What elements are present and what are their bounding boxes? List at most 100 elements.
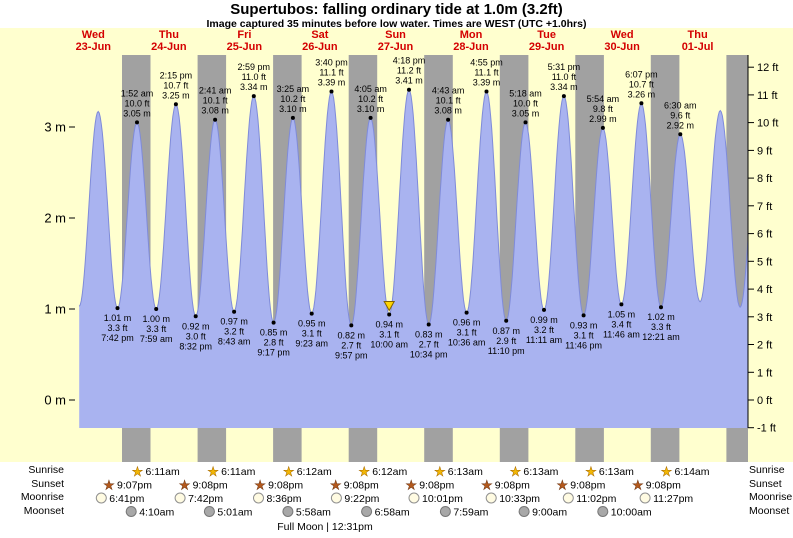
y-axis-label-ft: 5 ft [757,256,772,268]
low-tide-label: 3.4 ft [611,319,632,329]
low-tide-label: 3.2 ft [534,325,555,335]
moonrise-moon-icon [562,492,574,504]
chart-title: Supertubos: falling ordinary tide at 1.0… [230,1,563,18]
high-tide-label: 3.34 m [550,82,578,92]
sunset-time: 9:08pm [193,480,228,492]
y-axis-label-ft: 1 ft [757,367,772,379]
tide-point [523,120,528,125]
day-label-date: 24-Jun [151,41,187,53]
day-label-date: 23-Jun [76,41,112,53]
sunrise-row-label-left: Sunrise [28,464,64,476]
sunrise-time: 6:12am [372,466,407,478]
tide-point [115,306,120,311]
low-tide-label: 0.94 m [375,320,403,330]
moonset-row-label-left: Moonset [23,504,64,517]
low-tide-label: 1.00 m [142,314,170,324]
tide-point [135,120,139,125]
moonset-time: 4:10am [139,507,174,519]
low-tide-label: 11:46 am [603,329,640,339]
moonrise-time: 8:36pm [267,493,302,505]
low-tide-label: 3.2 ft [224,327,245,337]
tide-point [193,314,198,319]
tide-point [464,310,469,315]
tide-point [213,117,218,122]
day-label-name: Tue [537,29,556,41]
sunset-star-icon: ★ [103,478,115,493]
y-axis-label-ft: 9 ft [757,145,772,157]
low-tide-label: 3.1 ft [302,329,323,339]
moonset-row-label-right: Moonset [749,504,790,517]
low-tide-label: 3.3 ft [651,322,672,332]
day-label-date: 01-Jul [682,41,714,53]
current-tide-marker [383,301,396,312]
high-tide-label: 3.08 m [201,106,229,116]
high-tide-label: 3.08 m [434,106,462,116]
high-tide-label: 11.1 ft [319,68,344,78]
moonset-moon-icon [361,506,373,517]
high-tide-label: 3.41 m [395,76,423,86]
sunset-star-icon: ★ [405,478,417,493]
moonset-moon-icon [597,506,609,517]
low-tide-label: 0.97 m [220,317,248,327]
moonset-time: 6:58am [375,507,410,519]
moonrise-moon-icon [485,492,497,504]
low-tide-label: 11:10 pm [488,346,525,356]
high-tide-label: 2:59 pm [238,62,271,72]
high-tide-label: 6:30 am [664,100,697,110]
tide-point [542,307,546,312]
tide-point [446,117,451,122]
low-tide-label: 10:36 am [448,338,486,348]
day-label-date: 25-Jun [227,41,263,53]
high-tide-label: 3.34 m [240,82,268,92]
high-tide-label: 5:31 pm [548,62,581,72]
tide-point [678,132,683,137]
sunset-star-icon: ★ [556,478,568,493]
sunrise-time: 6:14am [675,466,710,478]
low-tide-label: 0.95 m [298,319,326,329]
y-axis-label-ft: -1 ft [757,423,776,435]
moonset-moon-icon [439,506,451,517]
sunset-row-label-left: Sunset [31,477,64,490]
high-tide-label: 11.0 ft [552,72,577,82]
tide-point [581,313,586,318]
y-axis-label-ft: 11 ft [757,90,778,102]
sunset-time: 9:08pm [344,480,379,492]
moonrise-moon-icon [408,492,420,504]
high-tide-label: 11.0 ft [242,72,267,82]
moonset-time: 9:00am [532,507,567,519]
high-tide-label: 4:05 am [354,84,387,94]
day-label-date: 29-Jun [529,41,565,53]
sunset-time: 9:08pm [268,480,303,492]
tide-point [387,312,392,317]
moonrise-time: 11:02pm [576,493,616,505]
high-tide-label: 3.10 m [279,104,307,114]
high-tide-label: 4:55 pm [470,58,503,68]
sunset-star-icon: ★ [254,478,266,493]
high-tide-label: 10.0 ft [513,98,539,108]
moonrise-moon-icon [639,492,651,504]
high-tide-label: 10.7 ft [629,79,655,89]
y-axis-label-ft: 8 ft [757,173,772,185]
y-axis-label-m: 3 m [44,120,66,135]
y-axis-label-m: 2 m [44,211,66,226]
tide-point [349,323,354,328]
high-tide-label: 3.26 m [628,89,656,99]
high-tide-label: 5:18 am [509,88,542,98]
moonrise-moon-icon [174,492,186,504]
y-axis-label-ft: 7 ft [757,201,772,213]
low-tide-label: 3.1 ft [457,328,478,338]
low-tide-label: 2.8 ft [264,338,285,348]
sunset-star-icon: ★ [632,478,644,493]
high-tide-label: 3.25 m [162,90,190,100]
low-tide-label: 10:00 am [370,340,408,350]
sunset-star-icon: ★ [330,478,342,493]
sunset-time: 9:08pm [570,480,605,492]
sunset-star-icon: ★ [481,478,493,493]
high-tide-label: 10.7 ft [163,80,189,90]
low-tide-label: 0.85 m [260,328,288,338]
moonrise-time: 10:33pm [499,493,540,505]
low-tide-label: 9:57 pm [335,350,368,360]
sunset-time: 9:08pm [646,480,681,492]
y-axis-label-ft: 6 ft [757,229,772,241]
